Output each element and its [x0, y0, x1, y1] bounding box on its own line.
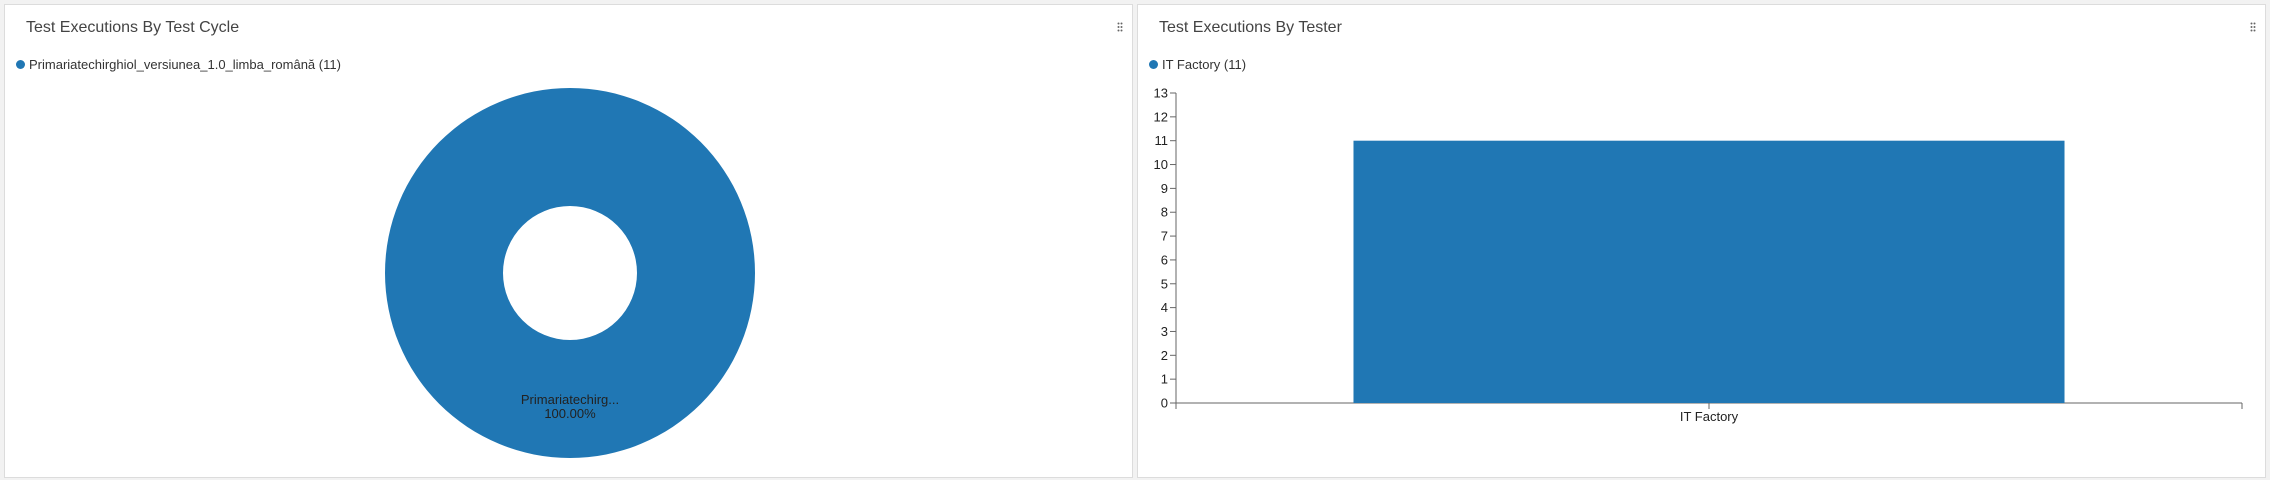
y-tick-label: 10	[1154, 157, 1168, 172]
y-tick-label: 4	[1161, 300, 1168, 315]
y-tick-label: 12	[1154, 109, 1168, 124]
slice-name-label: Primariatechirg...	[521, 392, 619, 407]
drag-handle-icon[interactable]	[2250, 22, 2256, 32]
y-tick-label: 1	[1161, 372, 1168, 387]
donut-slice[interactable]	[385, 88, 755, 458]
y-tick-label: 13	[1154, 86, 1168, 101]
legend-item[interactable]: Primariatechirghiol_versiunea_1.0_limba_…	[16, 57, 341, 72]
legend-label: IT Factory (11)	[1162, 57, 1247, 72]
tester-panel: Test Executions By Tester IT Factory (11…	[1137, 4, 2266, 478]
legend-dot-icon	[16, 60, 25, 69]
y-tick-label: 11	[1155, 133, 1169, 148]
legend-label: Primariatechirghiol_versiunea_1.0_limba_…	[29, 57, 341, 72]
y-tick-label: 7	[1161, 229, 1168, 244]
donut-chart: Primariatechirg...100.00%	[385, 88, 755, 458]
slice-percent-label: 100.00%	[544, 406, 596, 421]
panel-title: Test Executions By Test Cycle	[26, 19, 240, 36]
y-tick-label: 3	[1161, 324, 1168, 339]
x-tick-label: IT Factory	[1680, 409, 1739, 424]
panel-title: Test Executions By Tester	[1159, 19, 1342, 36]
y-tick-label: 2	[1161, 348, 1168, 363]
legend-dot-icon	[1149, 60, 1158, 69]
drag-handle-icon[interactable]	[1117, 22, 1123, 32]
test-cycle-panel: Test Executions By Test Cycle Primariate…	[4, 4, 1133, 478]
y-tick-label: 8	[1161, 205, 1168, 220]
y-tick-label: 5	[1161, 276, 1168, 291]
bar[interactable]	[1353, 140, 2065, 403]
y-tick-label: 9	[1161, 181, 1168, 196]
y-tick-label: 0	[1161, 396, 1168, 411]
y-tick-label: 6	[1161, 252, 1168, 267]
legend-item[interactable]: IT Factory (11)	[1149, 57, 1246, 72]
